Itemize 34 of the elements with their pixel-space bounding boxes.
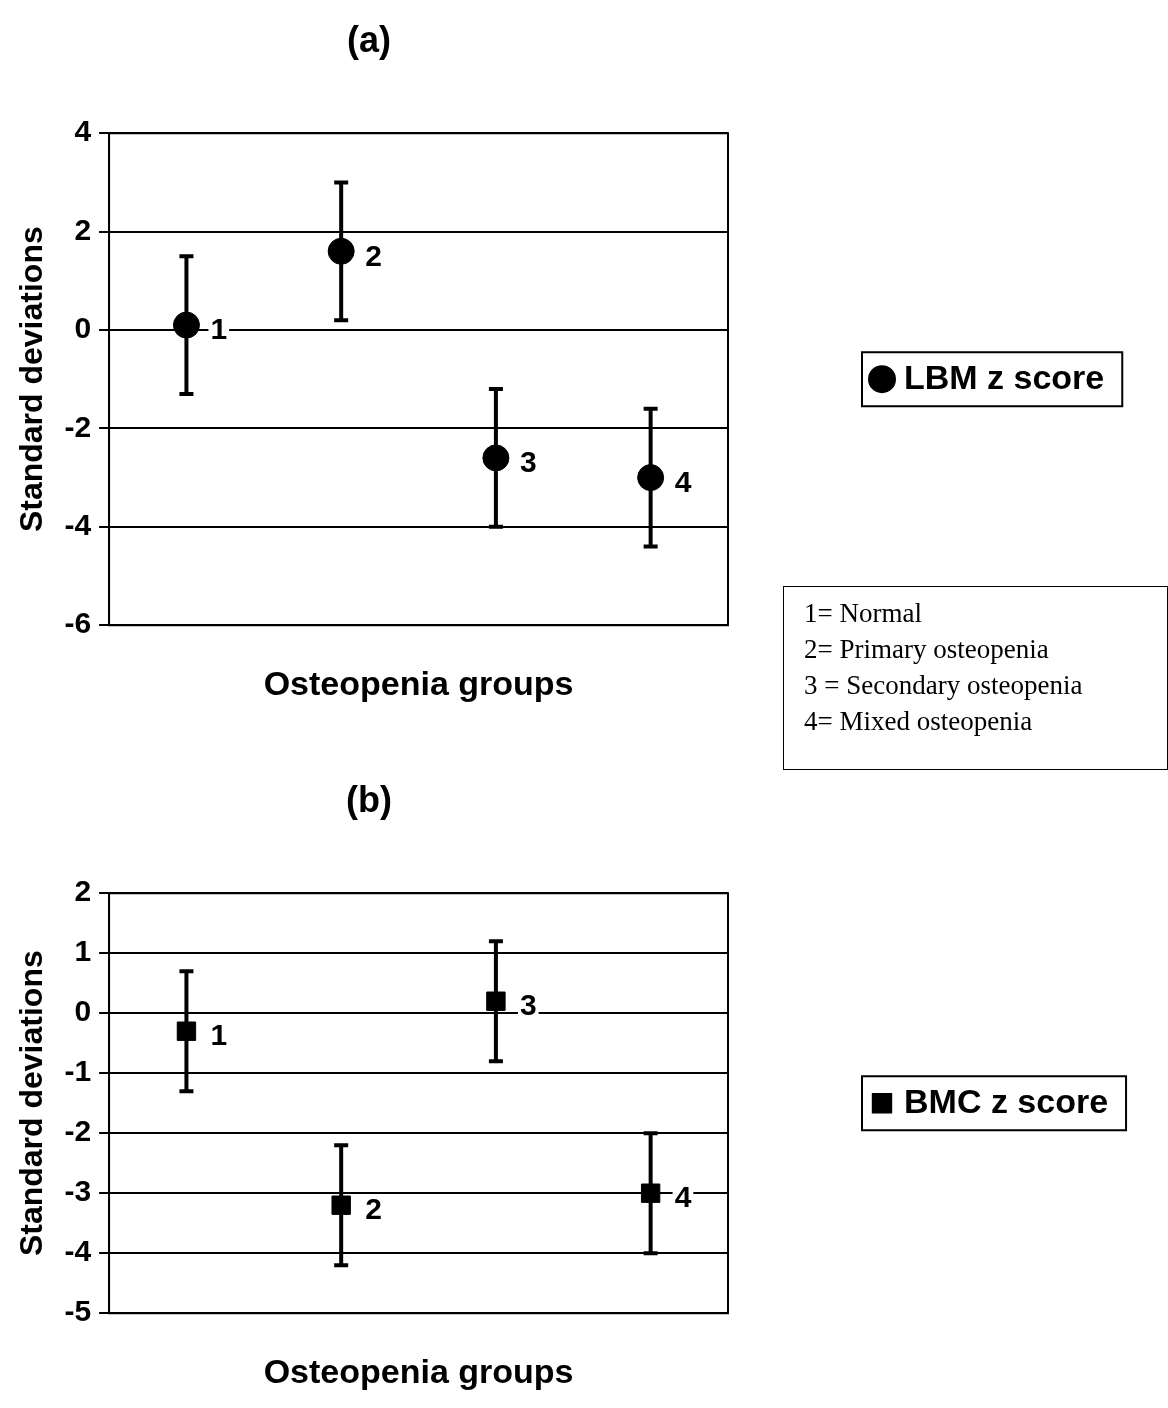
y-tick-label: -6 — [64, 606, 92, 640]
y-tick-label: 0 — [74, 311, 92, 345]
y-tick-label: -2 — [64, 1114, 92, 1148]
y-tick-label: 0 — [74, 994, 92, 1028]
y-tick-label: -4 — [64, 508, 92, 542]
y-tick-label: -3 — [64, 1174, 92, 1208]
y-tick-label: -1 — [64, 1054, 92, 1088]
annotation: 1 — [210, 1018, 228, 1052]
y-tick-label: -2 — [64, 409, 92, 443]
y-tick-label: 2 — [74, 212, 92, 246]
y-axis-title: Standard deviations — [13, 950, 50, 1257]
x-axis-title: Osteopenia groups — [263, 663, 574, 702]
y-tick-label: -4 — [64, 1234, 92, 1268]
text: 1= Normal — [804, 597, 923, 630]
chart-title: (b) — [346, 778, 392, 820]
text: 4= Mixed osteopenia — [804, 705, 1034, 738]
chart-title: (a) — [347, 18, 391, 60]
annotation: 1 — [210, 312, 228, 346]
annotation: 3 — [519, 445, 537, 479]
annotation: 2 — [365, 1192, 382, 1226]
annotation: 3 — [519, 988, 537, 1022]
x-axis-title: Osteopenia groups — [263, 1351, 574, 1390]
y-tick-label: 4 — [74, 114, 92, 148]
y-tick-label: -5 — [64, 1294, 92, 1328]
legend-label: BMC z score — [904, 1081, 1109, 1120]
text: 3 = Secondary osteopenia — [804, 669, 1084, 702]
y-tick-label: 1 — [74, 934, 92, 968]
annotation: 4 — [674, 464, 692, 498]
annotation: 2 — [365, 238, 382, 272]
annotation: 4 — [674, 1180, 692, 1214]
y-tick-label: 2 — [74, 874, 92, 908]
y-axis-title: Standard deviations — [13, 226, 50, 533]
text: 2= Primary osteopenia — [804, 633, 1050, 666]
legend-label: LBM z score — [904, 357, 1105, 396]
